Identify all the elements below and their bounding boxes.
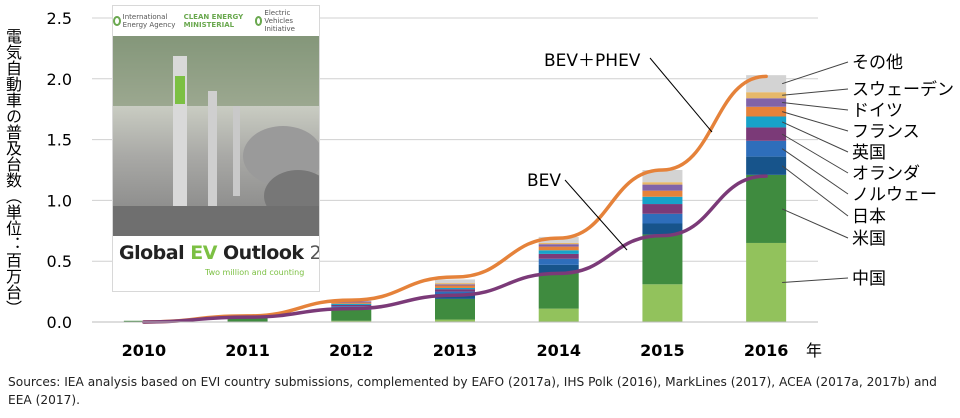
bar-segment (746, 140, 787, 157)
bar-segment (435, 298, 475, 320)
bar-segment (331, 302, 372, 304)
bar-segment (227, 318, 268, 322)
cover-title: Global EV Outlook 2017 (119, 242, 319, 264)
bar-segment (331, 320, 372, 322)
x-unit-label: 年 (806, 341, 822, 360)
y-tick-label: 0.0 (47, 313, 72, 332)
legend-leader (781, 121, 849, 153)
series-label: 英国 (852, 143, 886, 163)
bar-segment (435, 291, 475, 295)
bar-segment (435, 319, 475, 322)
legend-leader (782, 88, 849, 96)
series-label: フランス (852, 122, 920, 142)
iea-logo: International Energy Agency (113, 13, 184, 29)
bar-segment (538, 244, 579, 247)
bar-segment (331, 309, 372, 321)
bar-segment (435, 283, 475, 285)
x-tick-label: 2014 (536, 341, 581, 360)
bar-segment (538, 236, 579, 243)
bar-segment (642, 190, 683, 197)
leader-line (649, 57, 713, 133)
bar-segment (331, 304, 372, 307)
bar-segment (642, 182, 683, 185)
cover-bottom (113, 236, 319, 291)
bar-segment (538, 253, 579, 259)
bar-segment (746, 98, 787, 107)
bar-segment (538, 273, 579, 309)
line-label: BEV＋PHEV (544, 51, 641, 71)
bar-segment (538, 258, 579, 265)
legend-leader (781, 148, 849, 195)
series-label: 中国 (852, 269, 886, 289)
legend-leader (781, 208, 849, 239)
x-tick-label: 2013 (433, 341, 478, 360)
bar-segment (746, 127, 787, 141)
series-label: その他 (852, 53, 903, 73)
bar-segment (538, 308, 579, 322)
line-label: BEV (527, 171, 561, 191)
bar-segment (435, 279, 475, 284)
leader-line (564, 179, 628, 251)
bar-segment (642, 234, 683, 285)
bar-segment (746, 116, 787, 128)
bar-segment (331, 303, 372, 305)
x-tick-label: 2012 (329, 341, 374, 360)
bar-segment (642, 204, 683, 214)
bar-segment (331, 301, 372, 303)
x-tick-label: 2015 (640, 341, 685, 360)
y-tick-label: 1.0 (47, 191, 72, 210)
bar-segment (538, 264, 579, 274)
x-tick-label: 2016 (744, 341, 789, 360)
series-label: スウェーデン (852, 79, 954, 100)
charging-station-photo (113, 36, 319, 236)
bar-segment (746, 174, 787, 243)
series-line (142, 174, 768, 324)
bar-segment (435, 287, 475, 290)
series-label: オランダ (852, 164, 920, 184)
bar-segment (435, 289, 475, 292)
sources-note: Sources: IEA analysis based on EVI count… (8, 375, 937, 407)
y-tick-label: 1.5 (47, 131, 72, 150)
bar-segment (746, 242, 787, 322)
bar-segment (642, 284, 683, 322)
bar-segment (642, 196, 683, 205)
y-tick-label: 0.5 (47, 252, 72, 271)
bar-segment (642, 170, 683, 183)
ev-stock-chart: 0.0 0.5 1.0 1.5 2.0 2.5 2010 2011 2012 2013 2014 20… (47, 9, 954, 360)
legend-leader (781, 165, 849, 217)
bar-segment (435, 285, 475, 288)
cover-logos: International Energy Agency CLEAN ENERGY… (113, 6, 319, 36)
bar-segment (331, 306, 372, 308)
y-tick-label: 2.5 (47, 9, 72, 28)
bar-segment (746, 156, 787, 175)
cem-logo: CLEAN ENERGY MINISTERIAL (183, 13, 244, 29)
legend-leader (781, 133, 849, 174)
legend-leader (782, 277, 849, 283)
y-tick-label: 2.0 (47, 70, 72, 89)
series-label: 米国 (852, 229, 886, 249)
legend-leader (782, 102, 849, 111)
bar-segment (538, 246, 579, 251)
bar-segment (746, 92, 787, 99)
series-label: ノルウェー (852, 185, 937, 205)
cover-subtitle: Two million and counting (205, 268, 305, 277)
x-tick-label: 2011 (225, 341, 270, 360)
series-label: 日本 (852, 207, 886, 227)
bar-segment (642, 213, 683, 224)
bar-segment (642, 184, 683, 191)
report-cover-image: International Energy Agency CLEAN ENERGY… (112, 5, 320, 292)
bar-segment (642, 223, 683, 235)
legend-leader (781, 61, 849, 85)
bar-segment (435, 284, 475, 286)
bar-segment (538, 250, 579, 254)
y-axis-label: 電気自動車の普及台数（単位：百万台） (3, 28, 22, 316)
bar-segment (538, 242, 579, 245)
series-label: ドイツ (852, 101, 903, 121)
evi-logo: Electric Vehicles Initiative (254, 9, 319, 33)
bar-segment (746, 106, 787, 117)
legend-leader (782, 111, 849, 132)
x-tick-label: 2010 (122, 341, 167, 360)
